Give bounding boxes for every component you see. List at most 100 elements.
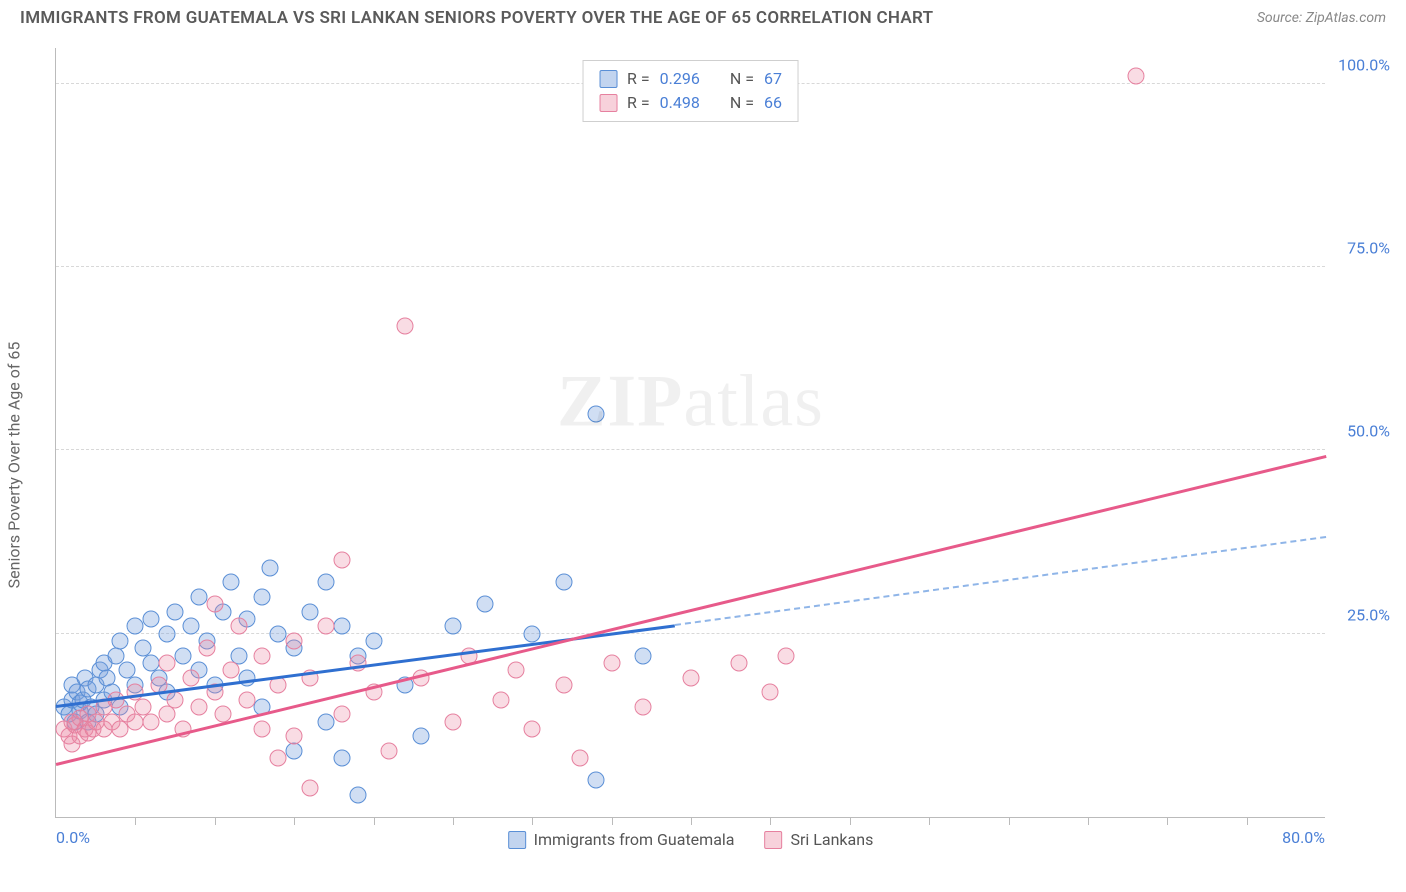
data-point bbox=[254, 647, 271, 664]
data-point bbox=[159, 625, 176, 642]
chart-container: Seniors Poverty Over the Age of 65 ZIPat… bbox=[0, 38, 1406, 892]
data-point bbox=[587, 772, 604, 789]
data-point bbox=[635, 647, 652, 664]
y-tick-label: 100.0% bbox=[1338, 55, 1390, 74]
x-tick bbox=[532, 817, 533, 825]
legend-item-srilankans: Sri Lankans bbox=[764, 830, 873, 849]
data-point bbox=[603, 655, 620, 672]
data-point bbox=[730, 655, 747, 672]
data-point bbox=[127, 713, 144, 730]
data-point bbox=[190, 699, 207, 716]
data-point bbox=[143, 611, 160, 628]
data-point bbox=[571, 750, 588, 767]
n-value-blue: 67 bbox=[764, 67, 782, 91]
data-point bbox=[127, 618, 144, 635]
n-value-pink: 66 bbox=[764, 91, 782, 115]
data-point bbox=[111, 633, 128, 650]
data-point bbox=[167, 603, 184, 620]
chart-title: IMMIGRANTS FROM GUATEMALA VS SRI LANKAN … bbox=[20, 8, 933, 28]
trendline-blue-dashed bbox=[675, 536, 1326, 626]
x-axis-max-label: 80.0% bbox=[1282, 828, 1325, 847]
source-attribution: Source: ZipAtlas.com bbox=[1257, 10, 1386, 26]
data-point bbox=[444, 618, 461, 635]
data-point bbox=[1127, 68, 1144, 85]
data-point bbox=[413, 728, 430, 745]
gridline bbox=[56, 266, 1325, 267]
n-label: N = bbox=[730, 67, 754, 91]
data-point bbox=[286, 633, 303, 650]
r-label: R = bbox=[627, 91, 650, 115]
legend-correlation: R = 0.296 N = 67 R = 0.498 N = 66 bbox=[582, 60, 799, 122]
data-point bbox=[762, 684, 779, 701]
x-tick bbox=[135, 817, 136, 825]
data-point bbox=[206, 596, 223, 613]
data-point bbox=[254, 721, 271, 738]
data-point bbox=[365, 633, 382, 650]
data-point bbox=[333, 706, 350, 723]
data-point bbox=[254, 589, 271, 606]
r-label: R = bbox=[627, 67, 650, 91]
x-tick bbox=[770, 817, 771, 825]
watermark: ZIPatlas bbox=[557, 359, 824, 444]
swatch-pink-icon bbox=[764, 831, 782, 849]
data-point bbox=[175, 647, 192, 664]
data-point bbox=[556, 677, 573, 694]
data-point bbox=[778, 647, 795, 664]
legend-row-pink: R = 0.498 N = 66 bbox=[599, 91, 782, 115]
data-point bbox=[524, 625, 541, 642]
x-tick bbox=[294, 817, 295, 825]
legend-item-guatemala: Immigrants from Guatemala bbox=[508, 830, 735, 849]
data-point bbox=[222, 574, 239, 591]
data-point bbox=[230, 618, 247, 635]
y-tick-label: 50.0% bbox=[1347, 422, 1390, 441]
x-tick bbox=[1247, 817, 1248, 825]
gridline bbox=[56, 633, 1325, 634]
n-label: N = bbox=[730, 91, 754, 115]
x-tick bbox=[453, 817, 454, 825]
data-point bbox=[635, 699, 652, 716]
data-point bbox=[349, 787, 366, 804]
r-value-blue: 0.296 bbox=[660, 67, 700, 91]
data-point bbox=[333, 618, 350, 635]
data-point bbox=[683, 669, 700, 686]
data-point bbox=[262, 559, 279, 576]
legend-series: Immigrants from Guatemala Sri Lankans bbox=[508, 830, 874, 849]
legend-label: Immigrants from Guatemala bbox=[534, 830, 735, 849]
data-point bbox=[159, 706, 176, 723]
data-point bbox=[333, 552, 350, 569]
legend-label: Sri Lankans bbox=[790, 830, 873, 849]
data-point bbox=[302, 779, 319, 796]
data-point bbox=[198, 640, 215, 657]
gridline bbox=[56, 449, 1325, 450]
data-point bbox=[190, 589, 207, 606]
title-bar: IMMIGRANTS FROM GUATEMALA VS SRI LANKAN … bbox=[0, 0, 1406, 32]
data-point bbox=[317, 713, 334, 730]
r-value-pink: 0.498 bbox=[660, 91, 700, 115]
x-tick bbox=[1009, 817, 1010, 825]
legend-row-blue: R = 0.296 N = 67 bbox=[599, 67, 782, 91]
data-point bbox=[286, 743, 303, 760]
data-point bbox=[182, 618, 199, 635]
x-tick bbox=[850, 817, 851, 825]
data-point bbox=[238, 691, 255, 708]
data-point bbox=[492, 691, 509, 708]
data-point bbox=[111, 721, 128, 738]
data-point bbox=[476, 596, 493, 613]
data-point bbox=[159, 655, 176, 672]
data-point bbox=[108, 647, 125, 664]
x-tick bbox=[374, 817, 375, 825]
data-point bbox=[508, 662, 525, 679]
y-tick-label: 25.0% bbox=[1347, 605, 1390, 624]
data-point bbox=[302, 603, 319, 620]
data-point bbox=[222, 662, 239, 679]
data-point bbox=[381, 743, 398, 760]
data-point bbox=[270, 625, 287, 642]
swatch-pink-icon bbox=[599, 94, 617, 112]
data-point bbox=[286, 728, 303, 745]
data-point bbox=[317, 618, 334, 635]
data-point bbox=[167, 691, 184, 708]
x-tick bbox=[215, 817, 216, 825]
data-point bbox=[397, 317, 414, 334]
x-tick bbox=[691, 817, 692, 825]
y-axis-label: Seniors Poverty Over the Age of 65 bbox=[5, 342, 24, 589]
